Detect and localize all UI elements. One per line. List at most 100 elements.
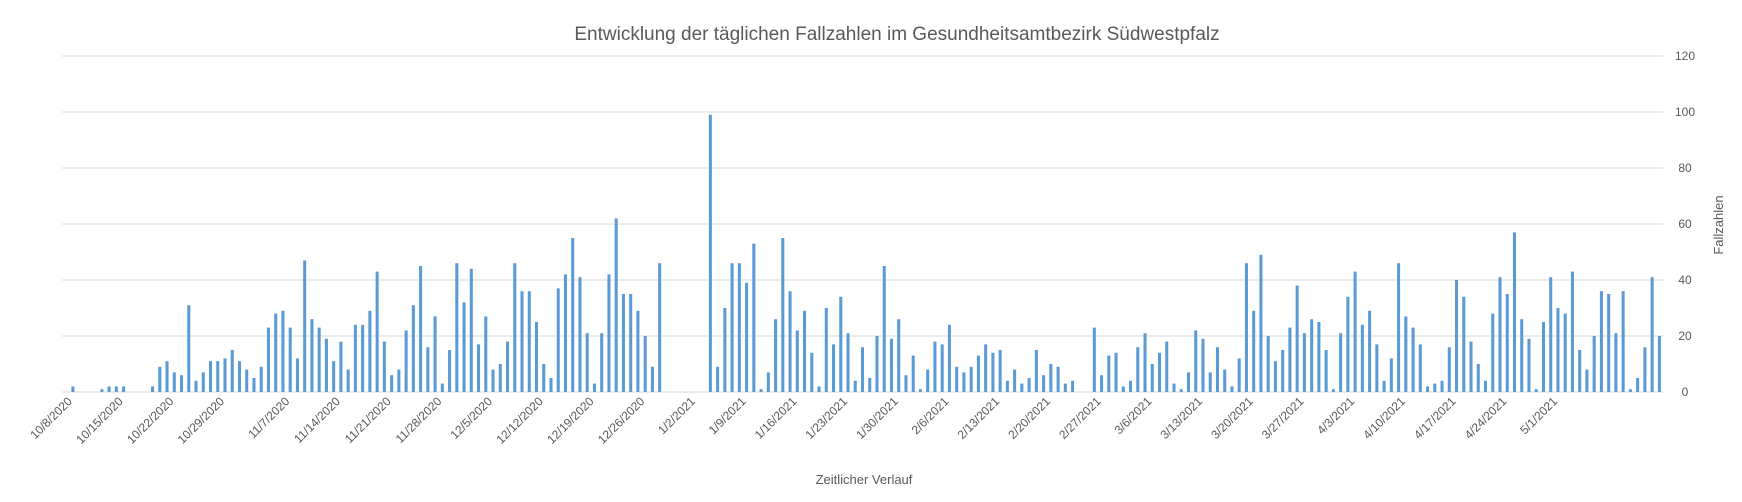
bar (1346, 296, 1350, 392)
bar (1100, 375, 1104, 392)
bar (230, 350, 234, 392)
bar (745, 282, 749, 392)
bar (991, 352, 995, 392)
bar (549, 378, 553, 392)
y-tick-label: 120 (1675, 49, 1695, 63)
x-tick-label: 1/30/2021 (853, 394, 901, 442)
bar (426, 347, 430, 392)
bar (1049, 364, 1053, 392)
x-tick-label: 3/6/2021 (1111, 394, 1154, 437)
bar (266, 327, 270, 392)
bar (955, 366, 959, 392)
bar (375, 271, 379, 392)
bar (585, 333, 589, 392)
bar (419, 266, 423, 392)
bar (1150, 364, 1154, 392)
bar (1549, 277, 1553, 392)
bar (455, 263, 459, 392)
bar (1404, 316, 1408, 392)
bar (1563, 313, 1567, 392)
bar (882, 266, 886, 392)
x-tick-label: 12/12/2020 (493, 394, 546, 447)
bar (520, 291, 524, 392)
bar (259, 366, 263, 392)
bar (252, 378, 256, 392)
bar (187, 305, 191, 392)
bar (151, 386, 155, 392)
bar (1368, 310, 1372, 392)
bar (737, 263, 741, 392)
bar (1317, 322, 1321, 392)
bar (1092, 327, 1096, 392)
x-tick-label: 2/27/2021 (1056, 394, 1104, 442)
bar (1165, 341, 1169, 392)
bar (1042, 375, 1046, 392)
bar (774, 319, 778, 392)
bar (1360, 324, 1364, 392)
bar (245, 369, 249, 392)
bar (947, 324, 951, 392)
x-tick-label: 3/13/2021 (1157, 394, 1205, 442)
x-tick-label: 2/6/2021 (909, 394, 952, 437)
bar (324, 338, 328, 392)
bar (1498, 277, 1502, 392)
bar (1520, 319, 1524, 392)
bar (1418, 344, 1422, 392)
bar (1570, 271, 1574, 392)
bar (274, 313, 278, 392)
bar (223, 358, 227, 392)
bar (629, 294, 633, 392)
bar (897, 319, 901, 392)
x-tick-label: 1/23/2021 (802, 394, 850, 442)
x-tick-label: 4/17/2021 (1411, 394, 1459, 442)
x-tick-label: 2/20/2021 (1005, 394, 1053, 442)
bar (817, 386, 821, 392)
bar (1324, 350, 1328, 392)
bar (295, 358, 299, 392)
bar (650, 366, 654, 392)
bar (353, 324, 357, 392)
bar (165, 361, 169, 392)
bar (1244, 263, 1248, 392)
bar (1063, 383, 1067, 392)
x-tick-label: 10/22/2020 (124, 394, 177, 447)
bar (1252, 310, 1256, 392)
bar (1433, 383, 1437, 392)
bar (1114, 352, 1118, 392)
bar (1592, 336, 1596, 392)
bar (390, 375, 394, 392)
bar (448, 350, 452, 392)
bar (339, 341, 343, 392)
bar (1527, 338, 1531, 392)
bar (658, 263, 662, 392)
bar (1020, 383, 1024, 392)
bar (933, 341, 937, 392)
bar (1310, 319, 1314, 392)
bar (1266, 336, 1270, 392)
bar (889, 338, 893, 392)
y-axis-title: Fallzahlen (1711, 195, 1726, 254)
bar (1353, 271, 1357, 392)
bar (1462, 296, 1466, 392)
bar (578, 277, 582, 392)
bar (556, 288, 560, 392)
bar (114, 386, 118, 392)
x-tick-label: 3/27/2021 (1259, 394, 1307, 442)
bar (527, 291, 531, 392)
bar (1534, 389, 1538, 392)
bar (621, 294, 625, 392)
bar (759, 389, 763, 392)
bar (766, 372, 770, 392)
bar (1636, 378, 1640, 392)
bar (1411, 327, 1415, 392)
bar (708, 114, 712, 393)
bar (180, 375, 184, 392)
y-tick-label: 60 (1678, 217, 1692, 231)
bar (810, 352, 814, 392)
bar (1650, 277, 1654, 392)
bar (1295, 285, 1299, 392)
y-tick-labels: 0 20 40 60 80 100 120 (1675, 49, 1695, 399)
bar (1230, 386, 1234, 392)
x-tick-label: 12/5/2020 (447, 394, 495, 442)
